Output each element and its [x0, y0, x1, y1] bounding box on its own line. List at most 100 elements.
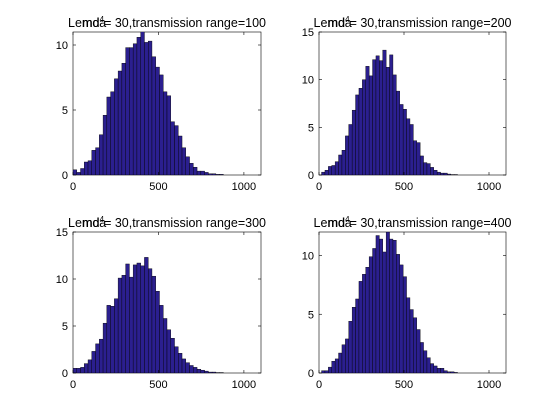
y-tick-label: 0: [62, 170, 68, 182]
histogram-bar: [368, 256, 373, 373]
histogram-bar: [189, 163, 194, 175]
histogram-bar: [80, 168, 85, 175]
histogram-bar: [382, 49, 387, 175]
histogram-bar: [196, 170, 202, 175]
histogram-bar: [147, 268, 153, 373]
histogram-bar: [443, 172, 448, 175]
histogram-bar: [423, 162, 428, 175]
histogram-bar: [178, 353, 183, 373]
histogram-bar: [375, 235, 380, 373]
histogram-bar: [365, 66, 370, 175]
histogram-bar: [155, 291, 160, 373]
histogram-bar: [389, 238, 394, 373]
histogram-bar: [121, 275, 126, 373]
y-tick-label: 10: [56, 40, 68, 52]
histogram-bar: [211, 371, 217, 373]
histogram-bar: [351, 307, 356, 373]
histogram-bar: [334, 358, 339, 373]
histogram-bar: [423, 350, 428, 373]
histogram-bar: [433, 365, 438, 373]
histogram-bar: [331, 361, 336, 373]
histogram-bar: [406, 118, 411, 175]
histogram-bar: [392, 74, 397, 175]
histogram-bar: [426, 357, 431, 373]
histogram-bar: [324, 370, 329, 373]
histogram-bar: [174, 125, 179, 175]
histogram-bar: [174, 346, 179, 373]
histogram-bar: [114, 298, 119, 373]
histogram-bar: [402, 276, 407, 373]
histogram-bar: [166, 329, 171, 373]
histogram-bar: [91, 351, 96, 373]
histogram-bar: [348, 321, 353, 373]
histogram-bar: [440, 368, 445, 373]
histogram-bar: [436, 171, 441, 175]
histogram-bar: [375, 55, 380, 175]
histogram-bar: [110, 306, 115, 373]
histogram-bar: [132, 264, 138, 373]
histogram-bar: [200, 170, 205, 175]
x-tick-label: 1000: [232, 181, 256, 193]
histogram-bar: [200, 369, 205, 373]
histogram-bar: [95, 147, 100, 175]
histogram-bar: [419, 155, 424, 175]
histogram-bar: [117, 277, 123, 373]
histogram-bar: [328, 366, 332, 373]
histogram-bar: [76, 172, 81, 175]
histogram-bar: [163, 318, 168, 373]
histogram-bar: [413, 317, 417, 373]
histogram-bar: [208, 371, 213, 373]
histogram-bar: [147, 40, 153, 175]
histogram-bar: [436, 368, 441, 373]
histogram-bar: [99, 134, 104, 175]
histogram-bar: [208, 173, 213, 175]
histogram-bar: [178, 135, 183, 175]
histogram-bar: [331, 165, 336, 175]
y-tick-label: 10: [302, 75, 314, 87]
histogram-bar: [99, 338, 104, 373]
histogram-bar: [211, 173, 217, 175]
histogram-bar: [402, 109, 407, 175]
histogram-bar: [341, 150, 346, 175]
histogram-bar: [73, 169, 77, 175]
y-tick-label: 0: [308, 368, 314, 380]
histogram-bar: [91, 150, 96, 175]
histogram-bar: [144, 257, 149, 373]
histogram-bar: [151, 56, 156, 175]
histogram-bar: [385, 67, 390, 175]
x-tick-label: 500: [149, 379, 167, 391]
histogram-bar: [447, 371, 451, 373]
x-tick-label: 0: [70, 379, 76, 391]
histogram-bar: [345, 135, 349, 175]
histogram-bar: [136, 262, 141, 373]
histogram-bar: [413, 140, 417, 175]
histogram-bar: [181, 358, 186, 373]
chart-title: Lemdamd4= 30,transmission range=100: [68, 15, 266, 30]
y-tick-label: 15: [302, 27, 314, 39]
histogram-bar: [396, 254, 400, 373]
histogram-bar: [362, 274, 366, 373]
histogram-bar: [155, 66, 160, 175]
histogram-bar: [379, 60, 383, 175]
histogram-bar: [358, 88, 363, 175]
x-tick-label: 0: [316, 181, 322, 193]
y-tick-label: 10: [56, 274, 68, 286]
histogram-bar: [181, 147, 186, 175]
histogram-bar: [185, 362, 190, 373]
histogram-bar: [106, 96, 111, 175]
bars-group: [321, 232, 458, 373]
chart-title: Lemdamd4= 30,transmission range=200: [314, 15, 512, 30]
x-tick-label: 0: [316, 379, 322, 391]
x-tick-label: 1000: [232, 379, 256, 391]
y-tick-label: 0: [62, 368, 68, 380]
y-tick-label: 5: [62, 321, 68, 333]
histogram-bar: [392, 240, 397, 373]
histogram-bar: [125, 263, 130, 373]
histogram-bar: [204, 370, 209, 373]
histogram-bar: [84, 161, 89, 175]
histogram-bar: [372, 59, 377, 175]
histogram-bar: [348, 124, 353, 175]
